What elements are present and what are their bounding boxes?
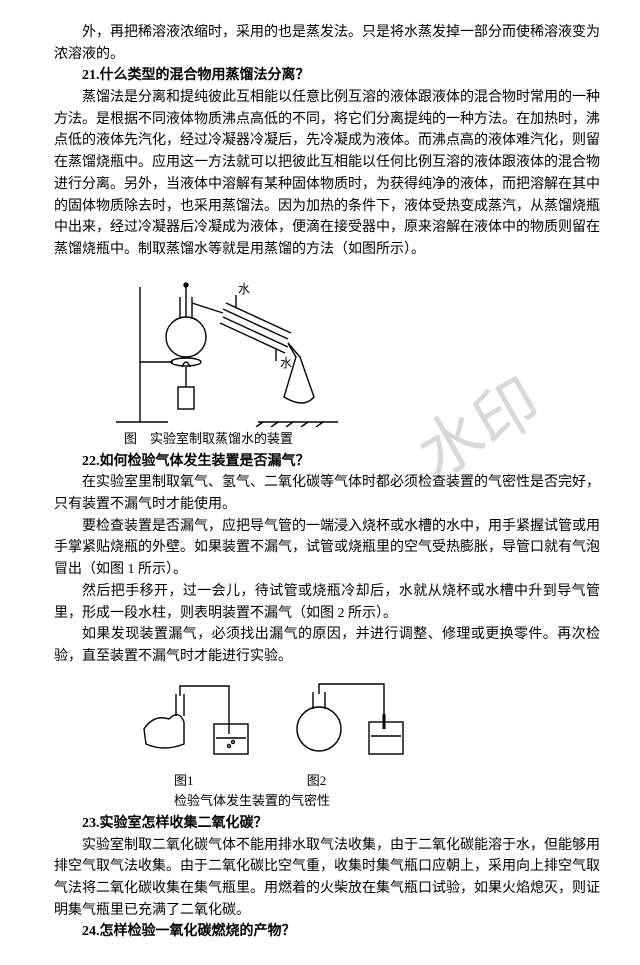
water-in-label: 水	[280, 356, 292, 370]
figure-airtight	[134, 674, 600, 769]
fig2-label2: 图2	[307, 773, 327, 788]
water-out-label: 水	[238, 282, 250, 296]
paragraph-23a: 实验室制取二氧化碳气体不能用排水取气法收集，由于二氧化碳能溶于水，但能够用排空气…	[54, 835, 600, 922]
figure-airtight-labels: 图1 图2	[174, 771, 600, 791]
intro-paragraph: 外，再把稀溶液浓缩时，采用的也是蒸发法。只是将水蒸发掉一部分而使稀溶液变为浓溶液…	[54, 22, 600, 65]
paragraph-22a: 在实验室里制取氧气、氢气、二氧化碳等气体时都必须检查装置的气密性是否完好，只有装…	[54, 472, 600, 515]
figure-airtight-caption: 检验气体发生装置的气密性	[174, 791, 600, 811]
heading-22: 22.如何检验气体发生装置是否漏气？	[54, 451, 600, 473]
document-page: 外，再把稀溶液浓缩时，采用的也是蒸发法。只是将水蒸发掉一部分而使稀溶液变为浓溶液…	[0, 0, 640, 965]
heading-21: 21.什么类型的混合物用蒸馏法分离？	[54, 65, 600, 87]
paragraph-22c: 然后把手移开，过一会儿，待试管或烧瓶冷却后，水就从烧杯或水槽中升到导气管里，形成…	[54, 581, 600, 624]
paragraph-22b: 要检查装置是否漏气，应把导气管的一端浸入烧杯或水槽的水中，用手紧握试管或用手掌紧…	[54, 516, 600, 581]
paragraph-22d: 如果发现装置漏气，必须找出漏气的原因，并进行调整、修理或更换零件。再次检验，直至…	[54, 624, 600, 667]
figure-distillation: 水 水	[108, 267, 600, 427]
heading-23: 23.实验室怎样收集二氧化碳？	[54, 813, 600, 835]
fig2-label1: 图1	[174, 773, 194, 788]
paragraph-21a: 蒸馏法是分离和提纯彼此互相能以任意比例互溶的液体跟液体的混合物时常用的一种方法。…	[54, 87, 600, 261]
figure-distillation-caption: 图 实验室制取蒸馏水的装置	[124, 429, 600, 449]
heading-24: 24.怎样检验一氧化碳燃烧的产物？	[54, 921, 600, 943]
